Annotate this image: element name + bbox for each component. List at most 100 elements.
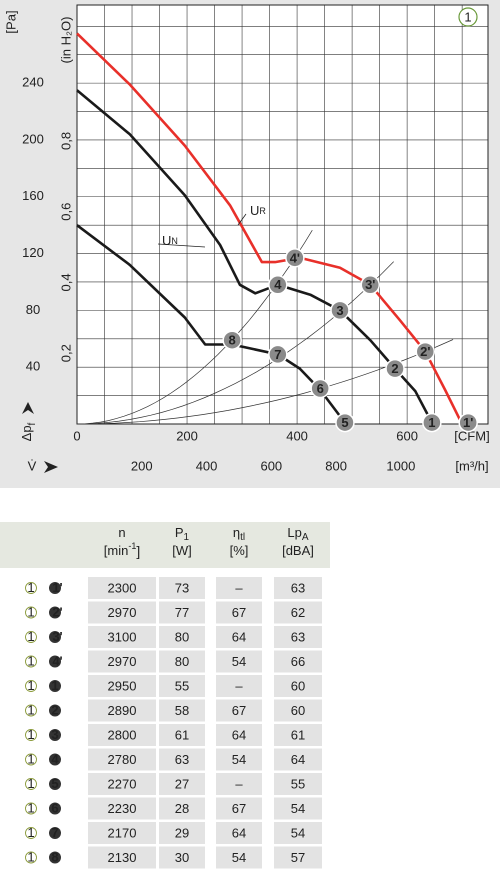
x2-tick-label: 800 <box>325 458 347 473</box>
cell: 54 <box>291 801 305 816</box>
row-point: 3 <box>51 727 58 742</box>
cell-bg <box>88 601 156 624</box>
row-point: 4 <box>51 751 59 766</box>
cell: 2170 <box>108 825 137 840</box>
row-curve: 1 <box>27 727 34 742</box>
cell: 2300 <box>108 580 137 595</box>
y-tick-label: 200 <box>22 131 44 146</box>
cell: 63 <box>175 752 189 767</box>
header-name-main: η <box>233 525 240 540</box>
y-unit: [Pa] <box>3 10 18 33</box>
cell-bg <box>274 577 322 599</box>
cell: 28 <box>175 801 189 816</box>
cell-bg <box>216 650 262 673</box>
cell-bg <box>159 846 205 869</box>
cell: 55 <box>291 776 305 791</box>
cell-bg <box>274 724 322 746</box>
cell: 2780 <box>108 752 137 767</box>
cell-bg <box>216 675 262 697</box>
cell: 64 <box>232 727 246 742</box>
x-label-arrow <box>44 461 58 473</box>
cell-bg <box>274 650 322 673</box>
cell: – <box>235 776 243 791</box>
cell: 67 <box>232 801 246 816</box>
x-tick-label: 600 <box>396 428 418 443</box>
row-point: 7 <box>51 825 58 840</box>
curve-icon <box>25 753 37 766</box>
cell: 80 <box>175 654 189 669</box>
cell-bg <box>159 650 205 673</box>
cell: 29 <box>175 825 189 840</box>
cell-bg <box>216 699 262 722</box>
cell: 54 <box>232 752 246 767</box>
operating-point <box>360 275 381 295</box>
cell-bg <box>88 846 156 869</box>
row-curve: 1 <box>27 702 34 717</box>
row-point: 1 <box>51 678 58 693</box>
operating-point-label: 1' <box>463 415 473 430</box>
point-icon <box>49 582 61 594</box>
row-point: 5 <box>51 776 58 791</box>
label-leader <box>157 243 206 248</box>
operating-point-label: 6 <box>317 381 324 396</box>
y-tick-label: 120 <box>22 245 44 260</box>
cell-bg <box>216 822 262 844</box>
cell-bg <box>216 577 262 599</box>
cell-bg <box>159 601 205 624</box>
point-icon <box>49 704 61 717</box>
y-tick-label: 40 <box>26 359 40 374</box>
series-label: UR <box>250 203 266 218</box>
cell-bg <box>274 699 322 722</box>
operating-point <box>222 330 242 350</box>
point-icon <box>49 753 61 766</box>
cell: 60 <box>291 678 305 693</box>
row-point: 3' <box>52 629 62 644</box>
header-name: P1 <box>175 525 190 542</box>
row-curve: 1 <box>27 604 34 619</box>
point-icon <box>49 655 61 668</box>
cell-bg <box>88 699 156 722</box>
cell-bg <box>216 724 262 746</box>
curve-icon <box>25 827 37 839</box>
operating-point-label: 8 <box>229 333 236 348</box>
header-unit: [W] <box>172 543 192 558</box>
cell: 54 <box>291 825 305 840</box>
cell: 77 <box>175 605 189 620</box>
operating-point <box>285 248 305 268</box>
cell: 57 <box>291 850 305 865</box>
operating-point-label: 3 <box>336 303 343 318</box>
cell: 64 <box>232 629 246 644</box>
cell: 63 <box>291 580 305 595</box>
cell-bg <box>159 748 205 771</box>
cell-bg <box>274 675 322 697</box>
cell-bg <box>216 846 262 869</box>
series-name-sub: N <box>171 236 178 246</box>
header-unit-main: [W] <box>172 543 192 558</box>
header-name-main: P <box>175 525 184 540</box>
cell-bg <box>274 626 322 648</box>
cell-bg <box>88 748 156 771</box>
point-icon <box>49 802 61 815</box>
y2-tick-label: 0,8 <box>58 132 73 150</box>
header-unit-sup: -1 <box>128 541 136 551</box>
point-icon <box>49 778 61 790</box>
y-tick-label: 80 <box>26 302 40 317</box>
y-label-arrow <box>22 402 34 414</box>
operating-point <box>458 412 478 433</box>
operating-point <box>330 300 350 321</box>
header-unit-main: [%] <box>230 543 249 558</box>
operating-point <box>422 412 442 433</box>
header-unit-main: [dBA] <box>282 543 314 558</box>
row-curve: 1 <box>27 800 34 815</box>
operating-point <box>268 275 288 295</box>
row-curve: 1 <box>27 825 34 840</box>
row-curve: 1 <box>27 776 34 791</box>
header-name-main: n <box>118 525 125 540</box>
row-point: 8 <box>51 849 58 864</box>
cell: 80 <box>175 629 189 644</box>
cell-bg <box>274 797 322 820</box>
header-name: ηtl <box>233 525 245 542</box>
cell: 67 <box>232 605 246 620</box>
cell-bg <box>216 773 262 795</box>
